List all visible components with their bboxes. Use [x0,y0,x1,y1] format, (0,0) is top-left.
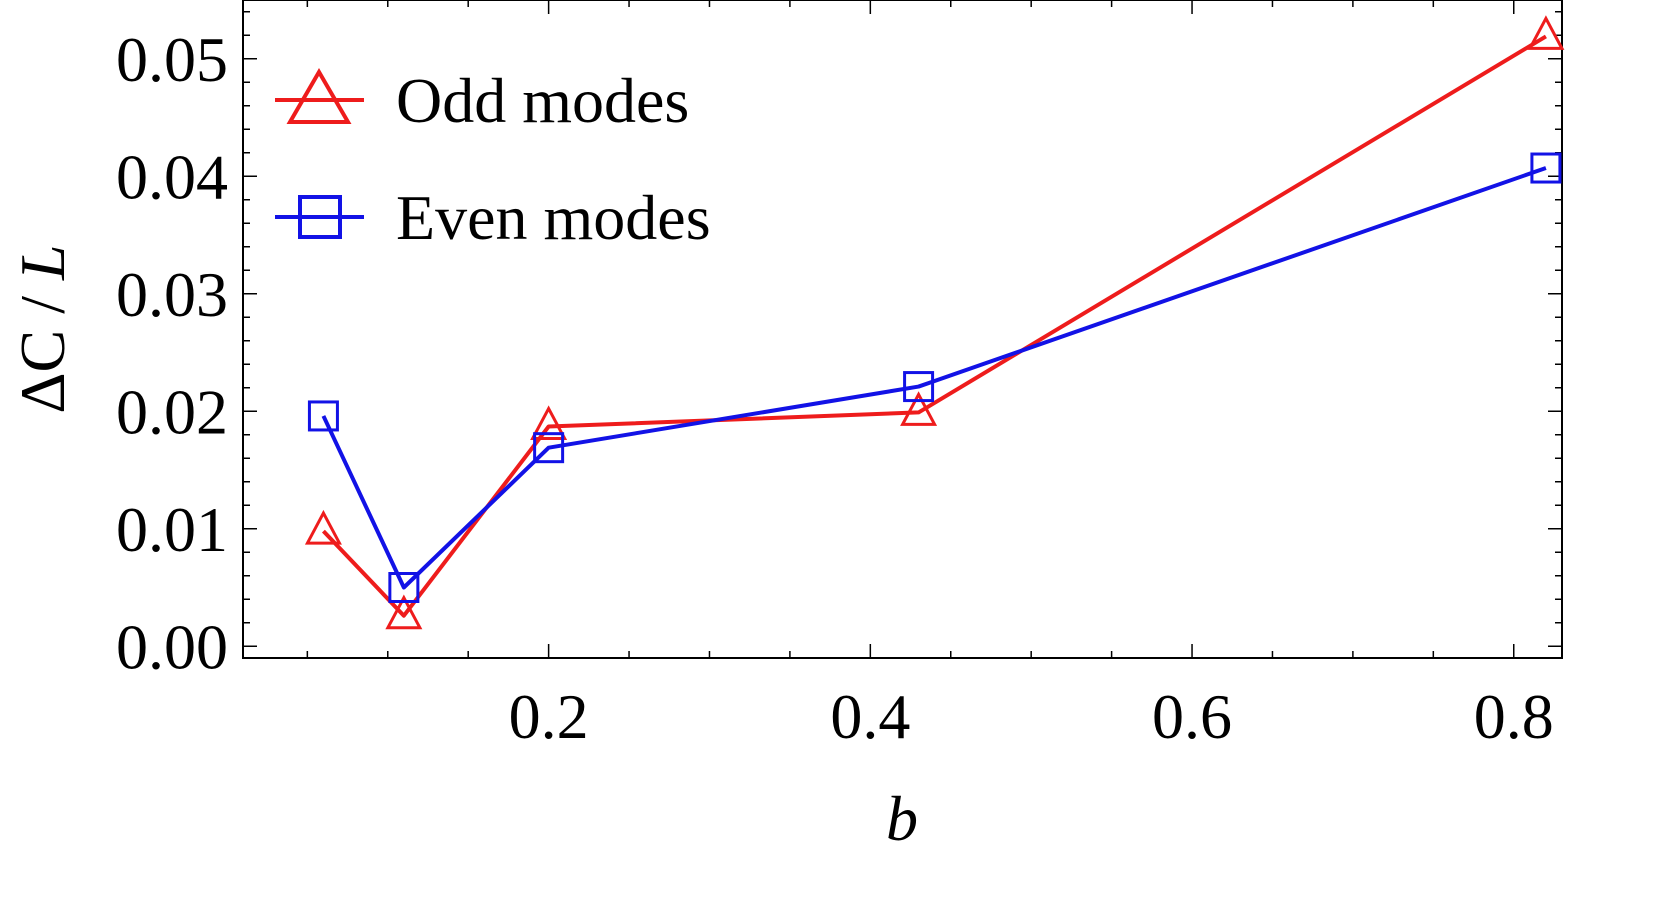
legend-label: Even modes [396,182,711,253]
legend-entry: Odd modes [275,65,689,136]
data-point [388,572,420,603]
legend-label: Odd modes [396,65,689,136]
y-axis-label-prefix: ΔC / [7,280,78,414]
x-tick-label: 0.6 [1152,681,1232,752]
data-point [530,405,568,441]
series-line [321,166,1547,590]
series-layer [304,15,1565,630]
series-line [321,34,1547,618]
y-tick-label: 0.01 [116,494,228,565]
y-tick-label: 0.02 [116,376,228,447]
y-axis-label-variable: L [7,244,78,281]
x-tick-label: 0.4 [830,681,910,752]
x-tick-label: 0.8 [1474,681,1554,752]
data-point [533,432,565,464]
y-tick-label: 0.03 [116,259,228,330]
y-tick-label: 0.04 [116,141,228,212]
data-point [1527,15,1565,50]
data-point [307,400,339,432]
data-point [1530,152,1562,184]
y-axis-label: ΔC / L [7,244,78,413]
data-point [385,594,423,630]
x-axis-label: b [886,783,918,854]
data-point [903,371,935,403]
plot-frame [242,0,1563,659]
data-point [304,509,342,545]
legend-triangle-icon [286,68,352,124]
x-tick-label: 0.2 [509,681,589,752]
legend: Odd modes Even modes [275,65,711,253]
axes: 0.2 0.4 0.6 0.8 0.00 0.01 0.02 0.03 0.04 0.05 b ΔC … [7,0,1563,854]
series-odd-modes [304,15,1565,630]
y-tick-label: 0.05 [116,24,228,95]
legend-square-icon [298,195,342,239]
data-point [900,391,938,426]
legend-entry: Even modes [275,182,711,253]
series-even-modes [307,152,1562,603]
y-tick-label: 0.00 [116,611,228,682]
